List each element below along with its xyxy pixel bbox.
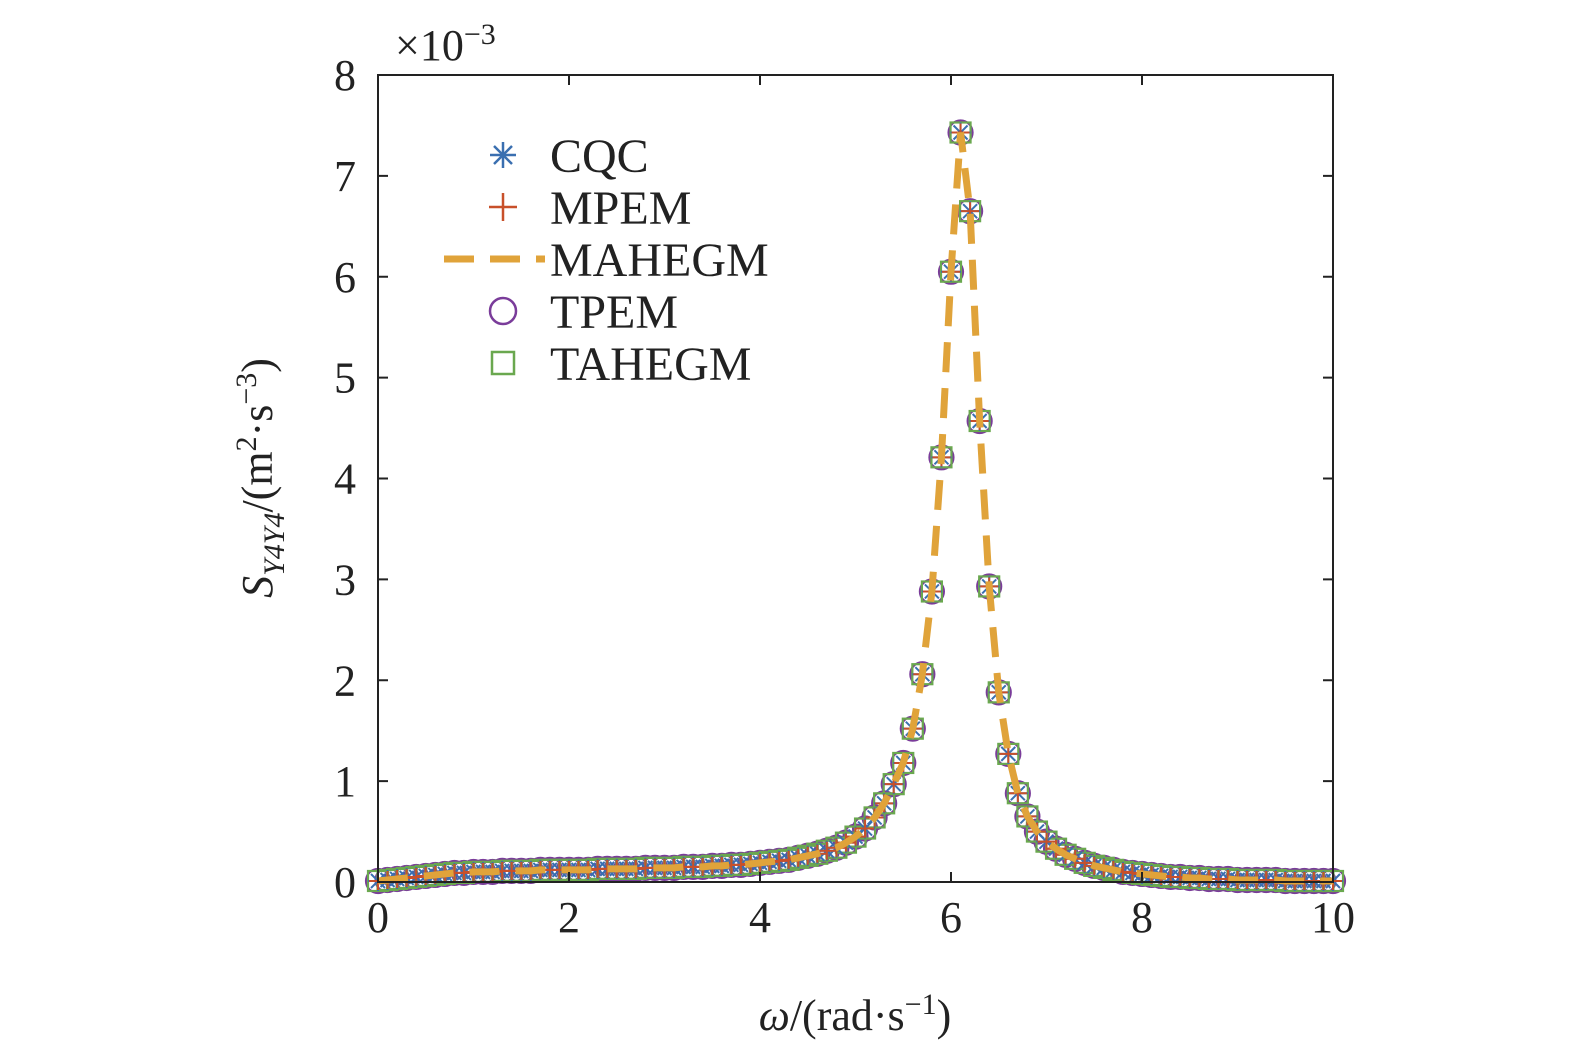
y-tick-label-5: 5 [334,354,356,403]
y-tick-label-2: 2 [334,656,356,705]
x-tick-label-2: 2 [558,893,580,942]
legend-item-tahegm: TAHEGM [490,338,751,391]
x-tick-label-4: 4 [749,893,771,942]
y-axis-label: SY4Y4/(m2·s−3) [230,358,291,598]
legend-label-mahegm: MAHEGM [550,234,769,287]
legend-label-cqc: CQC [550,130,649,183]
x-tick-label-6: 6 [940,893,962,942]
mpem-point [1075,853,1094,872]
legend-label-tahegm: TAHEGM [550,338,751,391]
y-tick-label-4: 4 [334,455,356,504]
mpem-point [856,819,875,838]
data-marks [364,119,1347,895]
legend-marker-circle [488,296,518,326]
x-tick-label-10: 10 [1311,893,1355,942]
axis-ticks: 0 2 4 6 8 10 0 1 2 3 4 5 6 7 8 [334,51,1355,942]
y-tick-label-3: 3 [334,555,356,604]
legend-item-mpem: MPEM [489,182,691,235]
legend-marker-asterisk [490,142,516,168]
legend-marker-square [490,350,516,376]
legend-item-mahegm: MAHEGM [444,234,769,287]
y-tick-label-7: 7 [334,152,356,201]
plot-frame [377,74,1334,883]
legend-marker-plus [489,193,517,221]
y-multiplier: ×10−3 [395,18,496,70]
legend-item-cqc: CQC [490,130,649,183]
mahegm-line [377,132,1333,885]
x-tick-label-0: 0 [367,893,389,942]
y-tick-label-6: 6 [334,253,356,302]
x-axis-label: ω/(rad·s−1) [759,988,952,1040]
y-tick-label-0: 0 [334,858,356,907]
mpem-point [1037,832,1056,851]
x-tick-label-8: 8 [1131,893,1153,942]
legend-item-tpem: TPEM [488,286,678,339]
y-tick-label-1: 1 [334,757,356,806]
legend-label-mpem: MPEM [550,182,691,235]
legend-label-tpem: TPEM [550,286,678,339]
y-tick-label-8: 8 [334,51,356,100]
mpem-point [817,841,836,860]
